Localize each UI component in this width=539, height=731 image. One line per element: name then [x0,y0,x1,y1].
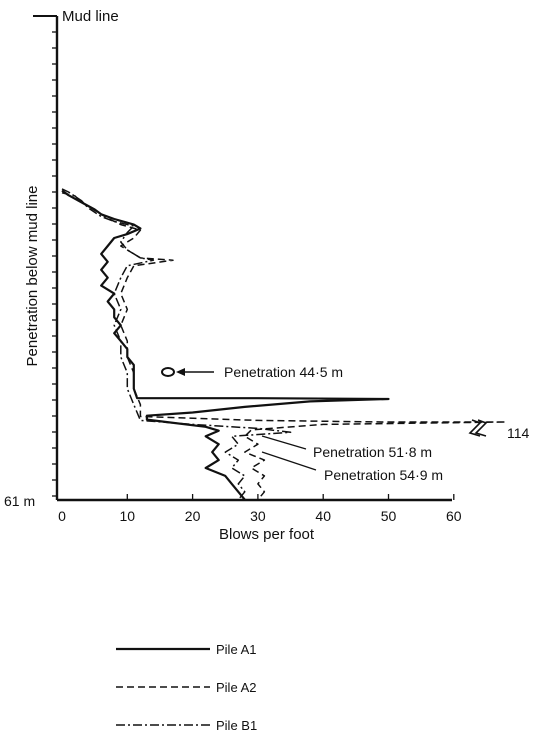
annotation-44-5: Penetration 44·5 m [161,364,343,380]
axis-break-114: 114 [468,419,530,441]
y-minor-ticks [52,31,57,497]
series-group [61,188,507,501]
x-tick-label: 30 [250,508,266,524]
x-tick-label: 10 [120,508,136,524]
axis-break-icon [474,419,488,437]
y-axis-title: Penetration below mud line [24,186,41,367]
x-tick-label: 60 [446,508,462,524]
penetration-51-8-label: Penetration 51·8 m [313,444,432,460]
mud-line-label: Mud line [62,8,119,25]
value-114-label: 114 [507,425,530,441]
legend-label: Pile A1 [216,642,256,657]
series-line-pile-a2 [61,192,507,501]
x-tick-marks [126,494,455,500]
axis-break-icon [468,419,482,437]
depth-61-label: 61 m [4,493,35,509]
arrow-head-icon [176,368,185,376]
x-tick-labels: 0 10 20 30 40 50 60 [58,508,462,524]
penetration-54-9-leader [261,451,317,471]
penetration-54-9-label: Penetration 54·9 m [324,467,443,483]
penetration-44-5-label: Penetration 44·5 m [224,364,343,380]
annotation-54-9: Penetration 54·9 m [261,451,443,483]
legend-label: Pile A2 [216,680,256,695]
legend-label: Pile B1 [216,718,257,731]
annotation-51-8: Penetration 51·8 m [261,435,432,460]
x-tick-label: 20 [185,508,201,524]
legend: Pile A1 Pile A2 Pile B1 [116,642,257,731]
x-axis-title: Blows per foot [219,526,315,543]
penetration-44-5-marker [161,367,175,377]
penetration-51-8-leader [261,435,307,450]
x-tick-label: 40 [315,508,331,524]
x-tick-label: 0 [58,508,66,524]
x-tick-label: 50 [381,508,397,524]
series-line-pile-b1 [61,188,292,501]
